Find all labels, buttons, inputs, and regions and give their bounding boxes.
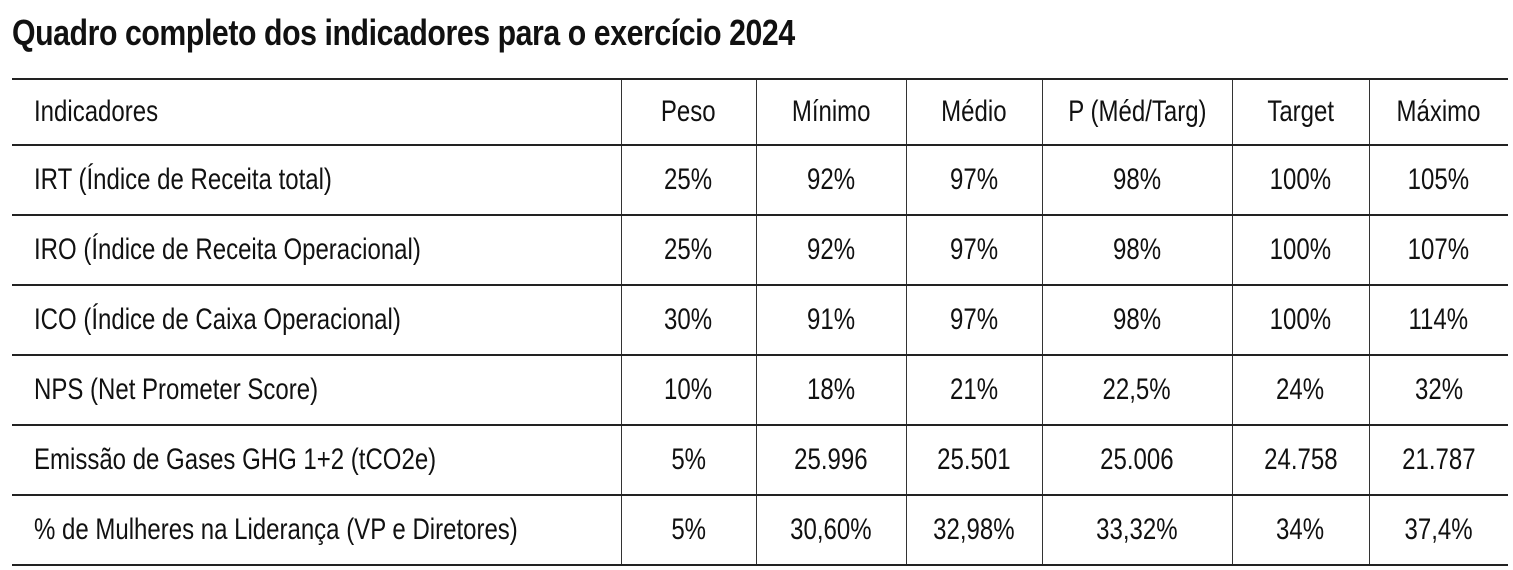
cell-minimo: 92%: [755, 144, 906, 216]
cell-p-med-targ: 25.006: [1041, 424, 1232, 496]
cell-p-med-targ: 98%: [1041, 214, 1232, 286]
cell-maximo: 21.787: [1368, 424, 1508, 496]
cell-maximo: 37,4%: [1368, 494, 1508, 566]
cell-p-med-targ: 98%: [1041, 284, 1232, 356]
cell-medio: 97%: [905, 144, 1042, 216]
indicator-name: IRT (Índice de Receita total): [12, 144, 621, 216]
cell-maximo: 105%: [1368, 144, 1508, 216]
cell-maximo: 32%: [1368, 354, 1508, 426]
table-row: % de Mulheres na Liderança (VP e Diretor…: [12, 494, 1508, 566]
cell-maximo: 114%: [1368, 284, 1508, 356]
cell-medio: 97%: [905, 284, 1042, 356]
cell-maximo: 107%: [1368, 214, 1508, 286]
cell-target: 100%: [1231, 144, 1369, 216]
cell-peso: 25%: [620, 144, 756, 216]
cell-target: 100%: [1231, 284, 1369, 356]
table-row: IRT (Índice de Receita total) 25% 92% 97…: [12, 144, 1508, 216]
cell-minimo: 30,60%: [755, 494, 906, 566]
cell-minimo: 92%: [755, 214, 906, 286]
header-medio: Médio: [905, 78, 1042, 146]
indicators-table: Indicadores Peso Mínimo Médio P (Méd/Tar…: [12, 78, 1508, 566]
header-indicadores: Indicadores: [12, 78, 621, 146]
indicator-name: % de Mulheres na Liderança (VP e Diretor…: [12, 494, 621, 566]
cell-p-med-targ: 98%: [1041, 144, 1232, 216]
header-target: Target: [1231, 78, 1369, 146]
header-minimo: Mínimo: [755, 78, 906, 146]
table-row: ICO (Índice de Caixa Operacional) 30% 91…: [12, 284, 1508, 356]
indicator-name: Emissão de Gases GHG 1+2 (tCO2e): [12, 424, 621, 496]
table-row: NPS (Net Prometer Score) 10% 18% 21% 22,…: [12, 354, 1508, 426]
page-title: Quadro completo dos indicadores para o e…: [12, 12, 795, 53]
cell-p-med-targ: 22,5%: [1041, 354, 1232, 426]
cell-peso: 25%: [620, 214, 756, 286]
cell-minimo: 91%: [755, 284, 906, 356]
cell-target: 24.758: [1231, 424, 1369, 496]
cell-medio: 21%: [905, 354, 1042, 426]
cell-minimo: 18%: [755, 354, 906, 426]
indicator-name: NPS (Net Prometer Score): [12, 354, 621, 426]
cell-peso: 5%: [620, 494, 756, 566]
cell-p-med-targ: 33,32%: [1041, 494, 1232, 566]
indicator-name: ICO (Índice de Caixa Operacional): [12, 284, 621, 356]
table-header-row: Indicadores Peso Mínimo Médio P (Méd/Tar…: [12, 78, 1508, 146]
cell-medio: 32,98%: [905, 494, 1042, 566]
cell-peso: 5%: [620, 424, 756, 496]
header-maximo: Máximo: [1368, 78, 1508, 146]
table-row: Emissão de Gases GHG 1+2 (tCO2e) 5% 25.9…: [12, 424, 1508, 496]
cell-peso: 30%: [620, 284, 756, 356]
cell-minimo: 25.996: [755, 424, 906, 496]
header-peso: Peso: [620, 78, 756, 146]
cell-peso: 10%: [620, 354, 756, 426]
header-p-med-targ: P (Méd/Targ): [1041, 78, 1232, 146]
cell-target: 24%: [1231, 354, 1369, 426]
cell-target: 34%: [1231, 494, 1369, 566]
cell-medio: 25.501: [905, 424, 1042, 496]
indicator-name: IRO (Índice de Receita Operacional): [12, 214, 621, 286]
table-row: IRO (Índice de Receita Operacional) 25% …: [12, 214, 1508, 286]
cell-medio: 97%: [905, 214, 1042, 286]
cell-target: 100%: [1231, 214, 1369, 286]
